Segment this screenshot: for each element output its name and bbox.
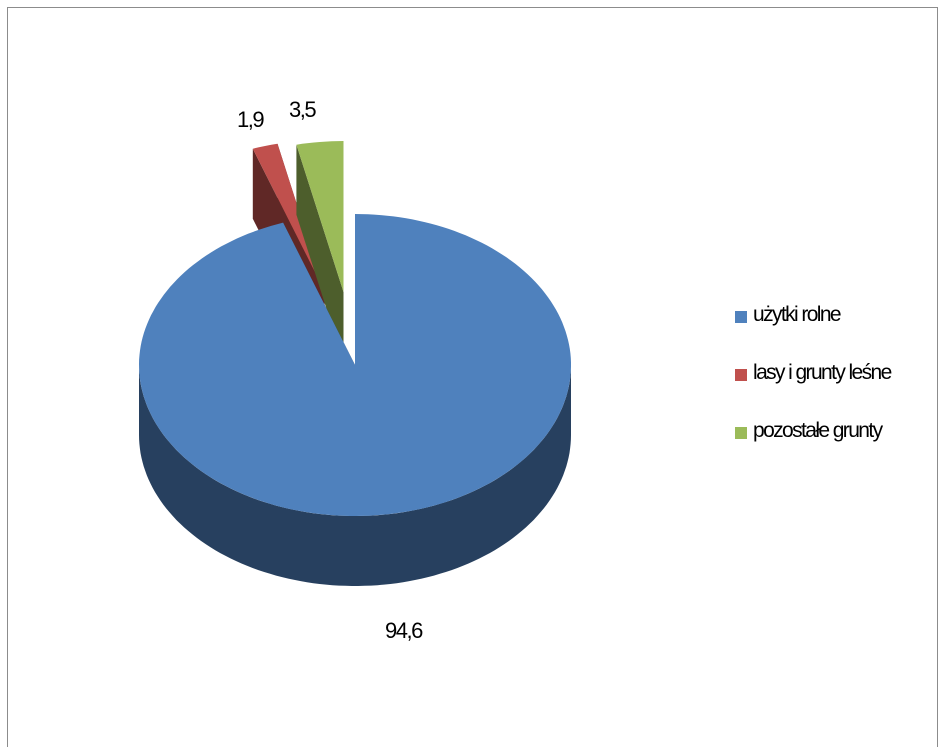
slice-0-side-wall: [139, 365, 571, 586]
legend-label: użytki rolne: [753, 303, 842, 326]
legend-swatch: [735, 369, 747, 381]
chart-area: [7, 7, 938, 747]
data-label-uzytki-rolne: 94,6: [385, 618, 423, 643]
data-label-pozostale: 3,5: [289, 97, 317, 122]
slice-1-top-face: [252, 143, 325, 292]
data-label-lasy: 1,9: [237, 107, 265, 132]
legend-label: pozostałe grunty: [753, 419, 883, 442]
legend-label: lasy i grunty leśne: [753, 361, 892, 384]
legend-swatch: [735, 427, 747, 439]
slice-2-top-face: [296, 141, 344, 292]
slice-2-cut-face-0: [296, 144, 344, 362]
legend-swatch: [735, 311, 747, 323]
slice-0-top-face: [139, 214, 571, 516]
